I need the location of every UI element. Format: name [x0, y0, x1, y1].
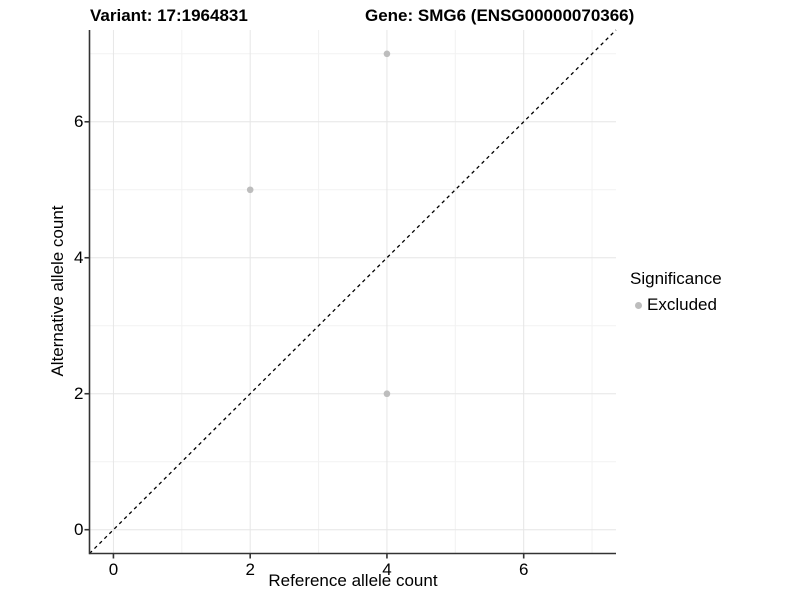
data-point — [246, 186, 254, 194]
plot-title-gene: Gene: SMG6 (ENSG00000070366) — [365, 6, 635, 25]
y-tick-label: 2 — [74, 383, 84, 403]
data-point — [383, 390, 391, 398]
y-tick-label: 0 — [74, 519, 84, 539]
legend: Significance Excluded — [630, 269, 722, 315]
plot-title-variant: Variant: 17:1964831 — [90, 6, 248, 25]
legend-entry-excluded: Excluded — [630, 295, 722, 315]
legend-key-dot — [635, 301, 642, 309]
identity-reference-line — [89, 29, 617, 554]
data-point — [383, 50, 391, 58]
x-tick-label: 2 — [245, 559, 255, 579]
legend-label: Excluded — [647, 295, 717, 314]
y-tick-label: 4 — [74, 247, 84, 267]
legend-title: Significance — [630, 269, 722, 288]
x-tick-label: 6 — [518, 559, 529, 579]
x-tick-label: 0 — [108, 559, 119, 579]
y-tick-label: 6 — [74, 111, 84, 131]
x-axis-title: Reference allele count — [268, 571, 438, 590]
y-axis-title: Alternative allele count — [48, 205, 67, 377]
x-tick-label: 4 — [382, 559, 392, 579]
